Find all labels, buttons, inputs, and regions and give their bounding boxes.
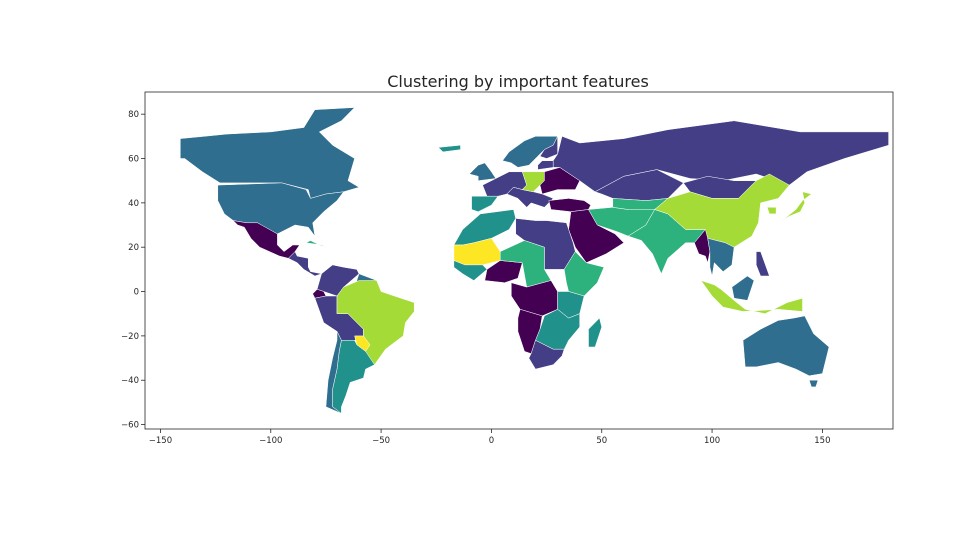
region-brazil — [336, 280, 415, 365]
y-tick-label: −40 — [121, 376, 139, 386]
y-tick-label: 60 — [128, 155, 139, 165]
region-myanmar — [694, 229, 711, 263]
region-australia — [742, 315, 830, 377]
region-madagascar — [588, 317, 602, 348]
x-tick-label: −50 — [372, 436, 390, 446]
region-indochina — [707, 238, 735, 277]
y-tick-label: 40 — [128, 199, 139, 209]
region-philippines — [755, 251, 770, 277]
x-tick-label: 150 — [814, 436, 830, 446]
x-tick-label: −150 — [149, 436, 172, 446]
chart-title: Clustering by important features — [387, 72, 649, 91]
x-tick-label: −100 — [259, 436, 282, 446]
y-tick-label: 80 — [128, 110, 139, 120]
region-korea — [766, 207, 777, 215]
region-mexico — [233, 220, 300, 259]
map-regions — [180, 107, 889, 414]
x-tick-label: 0 — [489, 436, 494, 446]
region-horn-of-africa — [563, 251, 605, 297]
region-chile — [325, 331, 342, 414]
x-axis: −150 −100 −50 0 50 100 150 — [149, 429, 831, 446]
region-west-africa-coast — [453, 260, 488, 281]
plot-frame — [144, 91, 894, 430]
region-turkey-caucasus — [548, 198, 591, 212]
region-tasmania — [808, 379, 819, 388]
region-canada — [180, 107, 360, 199]
y-tick-label: 20 — [128, 243, 139, 253]
y-tick-label: 0 — [134, 288, 139, 298]
y-tick-label: −60 — [121, 421, 139, 431]
x-tick-label: 50 — [596, 436, 607, 446]
region-japan — [778, 191, 812, 224]
region-indonesia-malaysia — [700, 280, 803, 314]
region-iberia — [471, 195, 499, 212]
region-south-africa — [528, 340, 565, 370]
region-baltics — [537, 160, 554, 170]
region-italy-balkans — [506, 187, 554, 208]
y-axis: 80 60 40 20 0 −20 −40 −60 — [121, 110, 145, 431]
y-tick-label: −20 — [121, 332, 139, 342]
region-borneo — [731, 275, 755, 301]
region-paraguay — [354, 335, 371, 352]
region-uk-ireland — [469, 162, 497, 181]
x-tick-label: 100 — [704, 436, 720, 446]
region-central-america — [288, 251, 322, 277]
region-cuba — [305, 240, 327, 248]
region-chad-car — [499, 240, 552, 288]
region-iceland — [438, 144, 461, 153]
